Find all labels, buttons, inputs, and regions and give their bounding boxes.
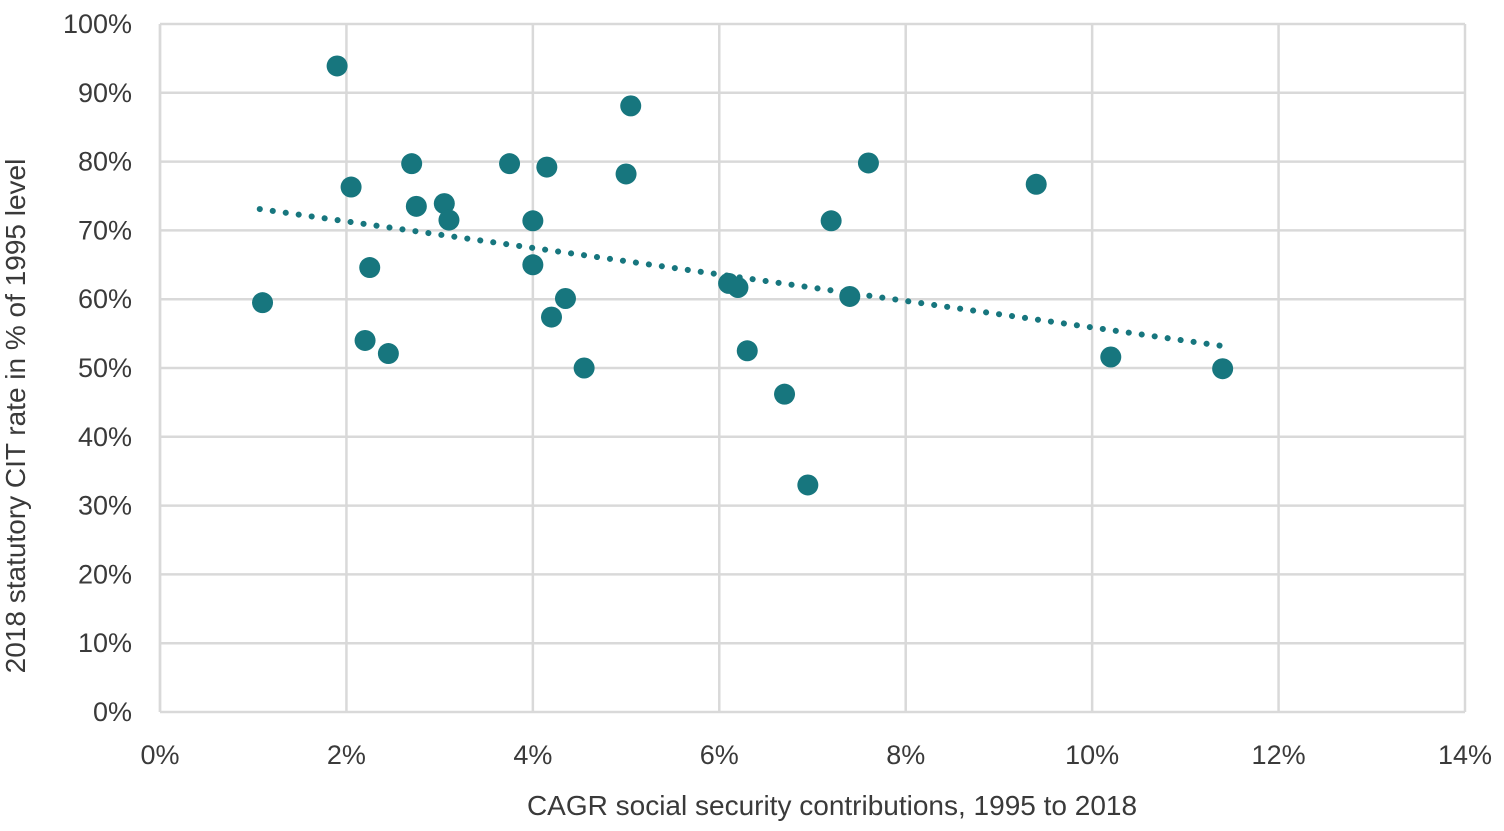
scatter-point	[252, 292, 274, 314]
scatter-point	[774, 383, 796, 405]
scatter-point	[554, 288, 576, 310]
scatter-point	[359, 257, 381, 279]
scatter-point	[433, 193, 455, 215]
x-tick-label: 12%	[1252, 740, 1306, 770]
x-tick-label: 0%	[140, 740, 179, 770]
scatter-point	[401, 153, 423, 175]
x-tick-label: 2%	[327, 740, 366, 770]
y-tick-label: 60%	[78, 284, 132, 314]
scatter-point	[1100, 346, 1122, 368]
scatter-point	[573, 357, 595, 379]
y-tick-label: 40%	[78, 422, 132, 452]
scatter-point	[326, 55, 348, 77]
trendline	[256, 206, 1231, 350]
scatter-point	[522, 254, 544, 276]
scatter-point	[377, 343, 399, 365]
scatter-point	[499, 153, 521, 175]
y-tick-label: 100%	[63, 9, 132, 39]
scatter-point	[839, 285, 861, 307]
scatter-point	[615, 163, 637, 185]
x-axis-title: CAGR social security contributions, 1995…	[526, 790, 1138, 821]
scatter-point	[541, 306, 562, 328]
scatter-point	[405, 195, 427, 217]
y-tick-label: 30%	[78, 491, 132, 521]
scatter-point	[727, 277, 749, 299]
x-tick-label: 14%	[1438, 740, 1492, 770]
y-tick-label: 20%	[78, 559, 132, 589]
scatter-point	[354, 329, 376, 351]
y-axis-title: 2018 statutory CIT rate in % of 1995 lev…	[0, 158, 31, 674]
y-tick-label: 90%	[78, 78, 132, 108]
scatter-point	[438, 209, 460, 231]
y-tick-label: 70%	[78, 215, 132, 245]
x-tick-label: 10%	[1065, 740, 1119, 770]
scatter-point	[1212, 358, 1234, 380]
scatter-point	[736, 340, 758, 362]
x-tick-label: 8%	[886, 740, 925, 770]
x-tick-label: 6%	[700, 740, 739, 770]
scatter-point	[797, 474, 819, 496]
scatter-point	[820, 210, 842, 232]
scatter-point	[620, 95, 642, 117]
x-tick-label: 4%	[513, 740, 552, 770]
y-tick-label: 10%	[78, 628, 132, 658]
scatter-point	[536, 156, 558, 178]
scatter-point	[1025, 173, 1047, 195]
scatter-point	[522, 210, 544, 232]
y-tick-label: 50%	[78, 353, 132, 383]
scatter-point	[857, 152, 879, 174]
y-tick-label: 80%	[78, 147, 132, 177]
scatter-point	[340, 176, 362, 198]
y-tick-label: 0%	[93, 697, 132, 727]
